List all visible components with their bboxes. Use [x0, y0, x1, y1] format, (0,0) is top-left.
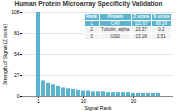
html-text:Rank: Rank: [86, 14, 98, 19]
html-text:GSD: GSD: [110, 33, 120, 39]
svg-text:27: 27: [14, 72, 20, 78]
html-text:88.29: 88.29: [155, 20, 167, 26]
svg-text:81: 81: [14, 30, 20, 36]
html-text:3: 3: [90, 33, 93, 39]
html-text:23.37: 23.37: [135, 27, 147, 32]
html-text:CA9: CA9: [110, 20, 120, 26]
html-text:111.67: 111.67: [134, 20, 148, 26]
svg-text:20: 20: [131, 98, 137, 104]
html-text:1: 1: [90, 20, 93, 26]
svg-text:108: 108: [11, 9, 20, 15]
html-text:2.51: 2.51: [157, 33, 166, 39]
html-text:Protein: Protein: [107, 14, 123, 19]
html-text:0.2: 0.2: [158, 27, 165, 32]
html-text:Tubulin, alpha: Tubulin, alpha: [101, 27, 130, 32]
html-text:2: 2: [90, 27, 93, 32]
html-text:Z score: Z score: [133, 14, 150, 19]
svg-text:54: 54: [14, 51, 20, 57]
svg-text:10: 10: [81, 98, 87, 104]
svg-text:0: 0: [17, 93, 20, 99]
html-text:S score: S score: [153, 14, 170, 19]
html-text:Human Protein Microarray Speci: Human Protein Microarray Specificity Val…: [14, 0, 163, 7]
svg-text:Signal Rank: Signal Rank: [85, 105, 112, 111]
html-text:23.18: 23.18: [135, 33, 147, 39]
svg-text:1: 1: [37, 98, 40, 104]
svg-text:Strength of Signal (Z score): Strength of Signal (Z score): [2, 24, 8, 85]
